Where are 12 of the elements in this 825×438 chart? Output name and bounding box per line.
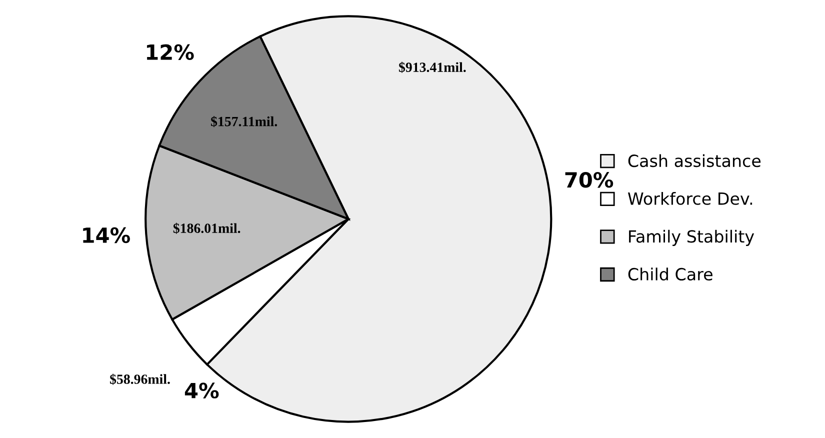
text: 12% — [146, 44, 194, 60]
legend-label: Family Stability — [629, 230, 754, 246]
text: 14% — [83, 227, 130, 244]
legend-label: Cash assistance — [628, 154, 761, 168]
data-label: $913.41mil. — [398, 62, 466, 73]
legend-label: Workforce Dev. — [628, 192, 752, 205]
text: 4% — [184, 382, 219, 398]
data-label: $58.96mil. — [110, 374, 170, 385]
legend-label: Child Care — [628, 268, 712, 281]
data-label: $186.01mil. — [173, 222, 240, 234]
data-label: $157.11mil. — [211, 116, 278, 128]
text: 70% — [565, 172, 614, 188]
